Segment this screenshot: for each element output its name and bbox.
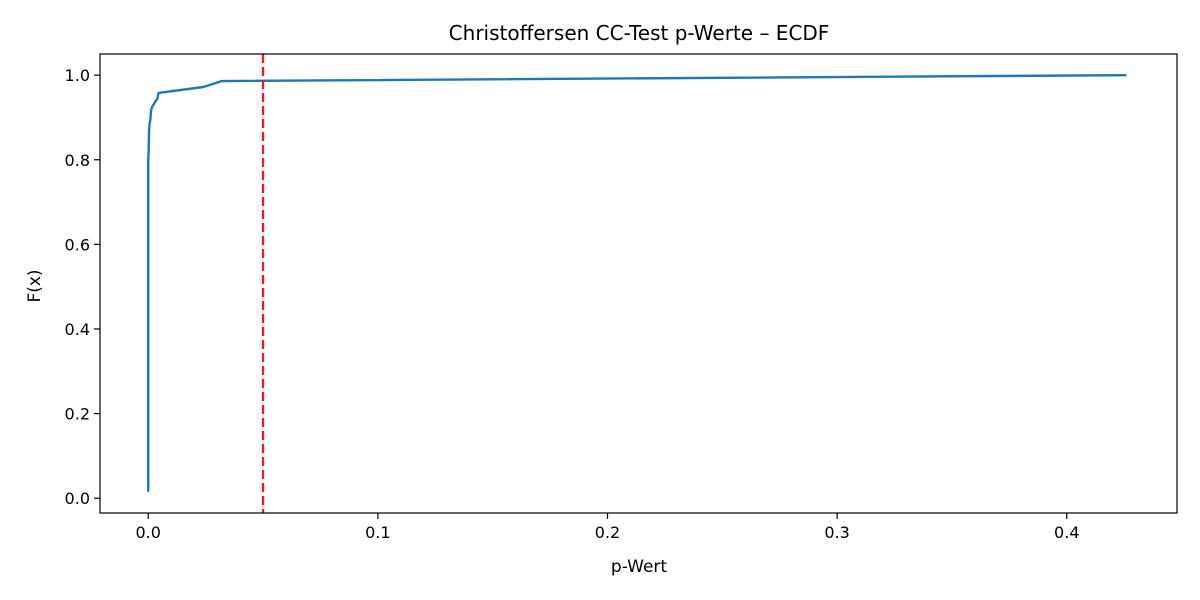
x-tick-label: 0.1 [365,523,390,542]
y-tick-label: 0.8 [65,151,90,170]
x-tick-label: 0.0 [135,523,160,542]
ecdf-line-0 [147,73,1127,492]
y-tick-label: 0.2 [65,405,90,424]
plot-frame [99,53,1178,514]
plot-area: 0.0 0.1 0.2 0.3 0.4 0.0 0.2 0.4 0.6 0.8 1.0 [65,53,1178,542]
chart-title: Christoffersen CC-Test p-Werte – ECDF [449,21,830,45]
y-axis-label: F(x) [25,269,45,302]
x-tick-label: 0.2 [595,523,620,542]
x-tick-label: 0.4 [1054,523,1079,542]
y-tick-label: 0.0 [65,489,90,508]
x-tick-label: 0.3 [824,523,849,542]
y-tick-label: 1.0 [65,66,90,85]
y-tick-label: 0.6 [65,235,90,254]
x-axis-label: p-Wert [611,557,667,577]
y-tick-label: 0.4 [65,320,90,339]
